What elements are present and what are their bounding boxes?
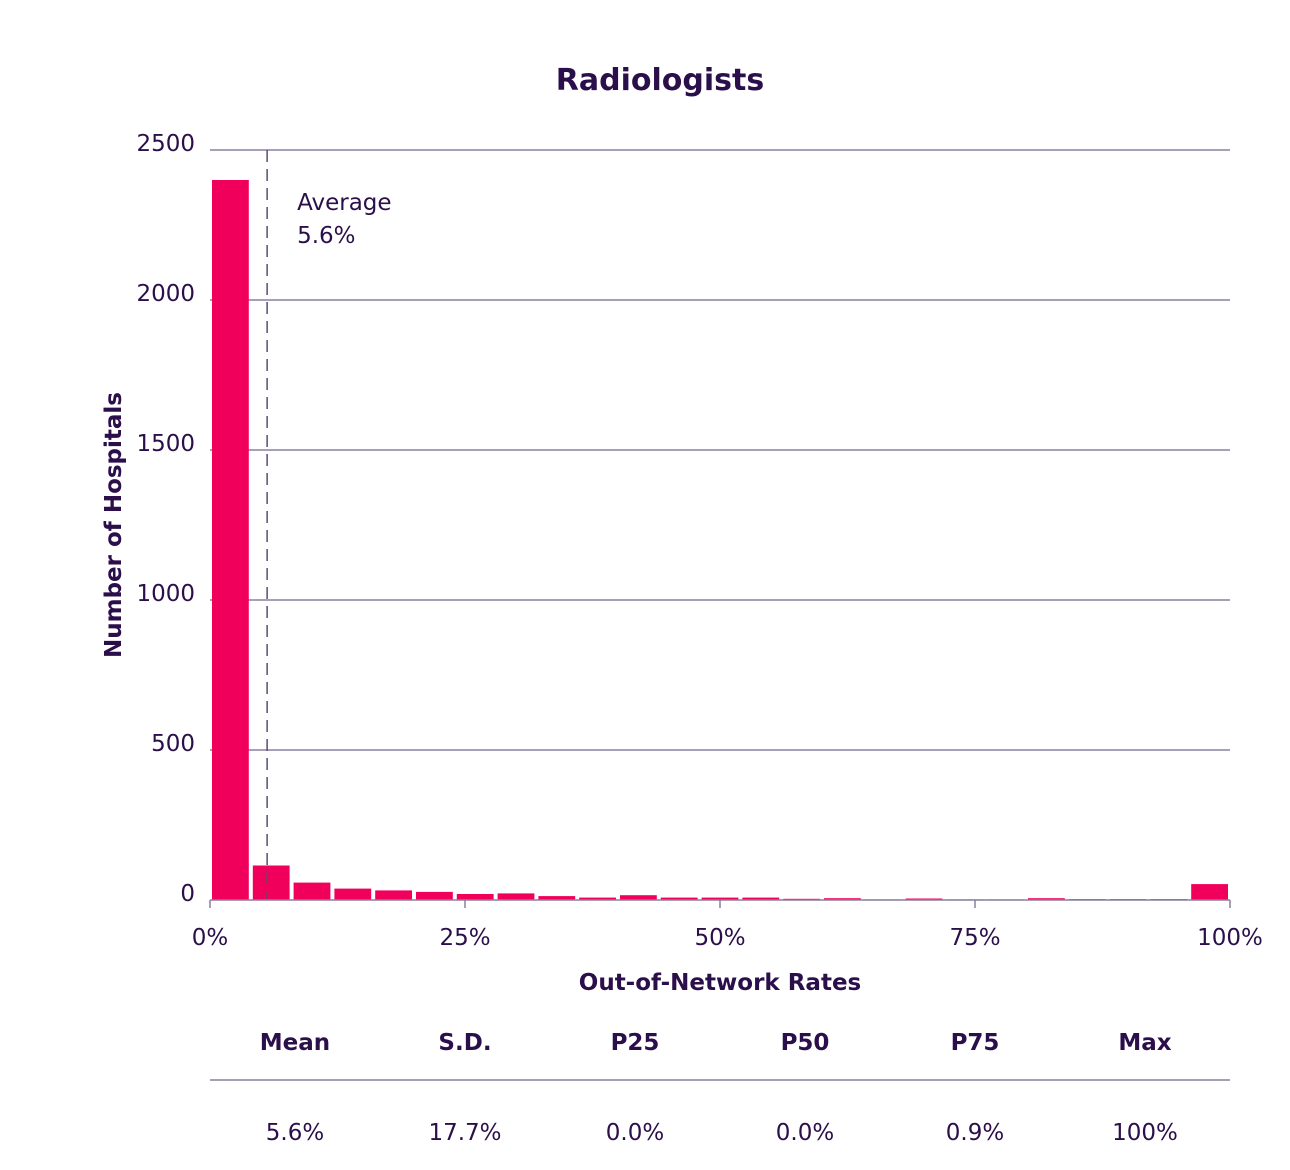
histogram-bar	[579, 897, 616, 900]
stat-header: Mean	[260, 1030, 330, 1056]
histogram-bar	[701, 897, 739, 900]
histogram-bar	[497, 893, 535, 900]
gridlines	[210, 149, 1230, 751]
x-axis-title: Out-of-Network Rates	[579, 970, 861, 996]
chart-title: Radiologists	[556, 63, 764, 98]
stat-header: P25	[611, 1030, 660, 1056]
summary-stats-table: Mean S.D. P25 P50 P75 Max 5.6% 17.7% 0.0% 0.0% 0.9…	[210, 1030, 1230, 1146]
histogram-bar	[334, 888, 372, 900]
histogram-bar	[416, 891, 453, 900]
y-axis-ticks: 0 500 1000 1500 2000 2500	[136, 131, 195, 907]
y-tick-label: 2000	[136, 281, 195, 307]
average-marker: Average 5.6%	[266, 150, 392, 900]
histogram-bar	[538, 896, 576, 900]
x-tick-label: 0%	[192, 925, 229, 951]
y-axis-title: Number of Hospitals	[101, 392, 127, 658]
histogram-bar	[212, 180, 249, 900]
histogram-bar	[252, 865, 290, 900]
stat-header: S.D.	[438, 1030, 491, 1056]
stat-value: 0.9%	[946, 1120, 1004, 1146]
histogram-bar	[1191, 884, 1228, 900]
y-tick-label: 1500	[136, 431, 195, 457]
histogram-bar	[375, 890, 412, 900]
histogram-bar	[293, 882, 331, 900]
stat-header: P75	[951, 1030, 1000, 1056]
y-tick-label: 500	[151, 731, 195, 757]
x-tick-label: 50%	[694, 925, 745, 951]
histogram-bar	[660, 897, 698, 900]
x-tick-label: 100%	[1197, 925, 1263, 951]
stat-value: 5.6%	[266, 1120, 324, 1146]
stat-value: 0.0%	[776, 1120, 834, 1146]
stat-value: 17.7%	[428, 1120, 501, 1146]
stat-header: Max	[1118, 1030, 1171, 1056]
x-axis-ticks: 0% 25% 50% 75% 100%	[192, 899, 1263, 951]
histogram-bar	[456, 894, 494, 900]
y-tick-label: 0	[180, 881, 195, 907]
average-label: Average	[297, 190, 391, 216]
histogram-bar	[742, 897, 780, 900]
x-tick-label: 25%	[439, 925, 490, 951]
histogram-bars	[212, 180, 1228, 900]
y-tick-label: 2500	[136, 131, 195, 157]
histogram-bar	[824, 898, 861, 900]
average-value: 5.6%	[297, 223, 355, 249]
y-tick-label: 1000	[136, 581, 195, 607]
x-tick-label: 75%	[949, 925, 1000, 951]
stat-value: 100%	[1112, 1120, 1178, 1146]
stat-value: 0.0%	[606, 1120, 664, 1146]
histogram-bar	[1028, 898, 1065, 900]
stat-header: P50	[781, 1030, 830, 1056]
histogram-bar	[620, 895, 657, 900]
